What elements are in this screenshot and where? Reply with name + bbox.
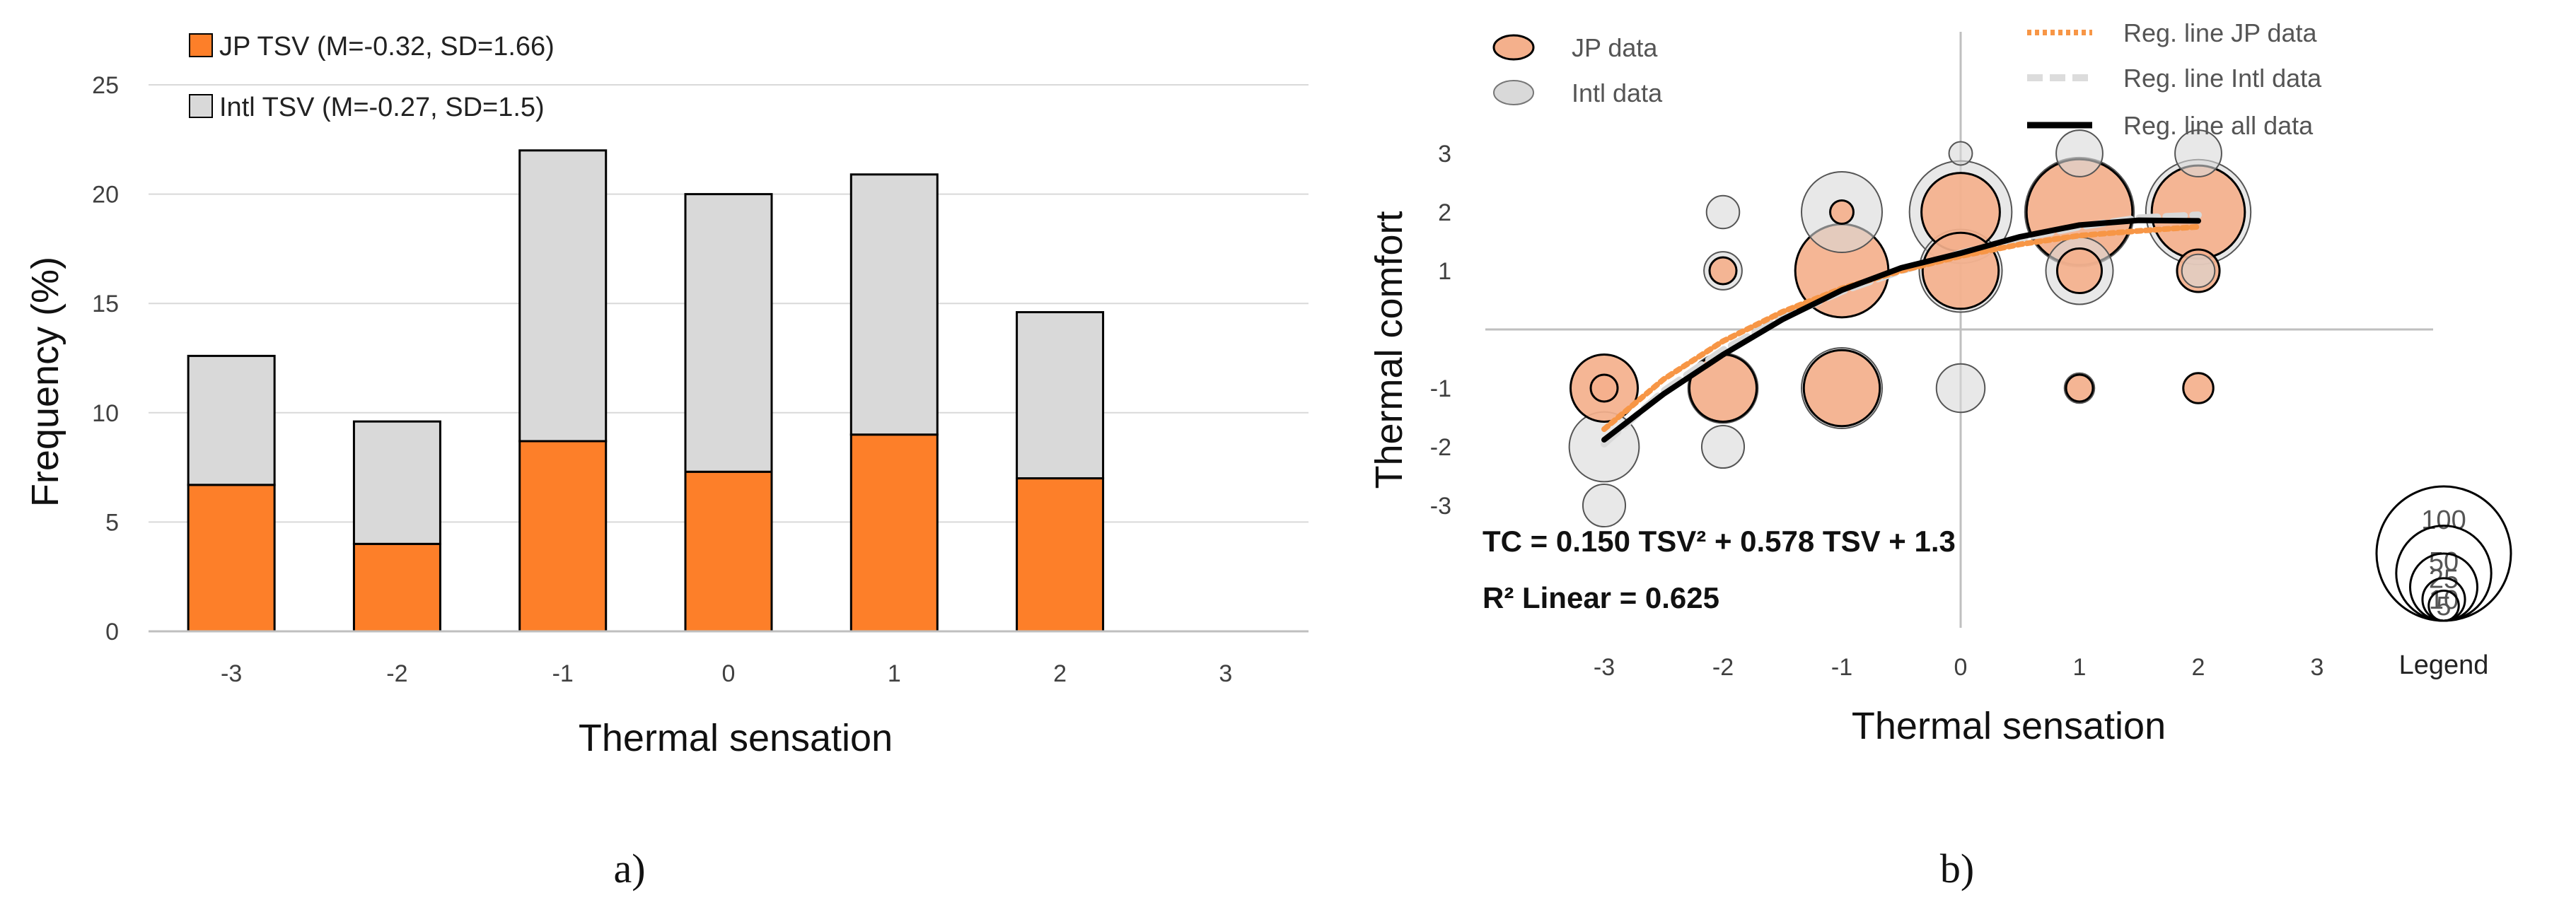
a-bar-jp [518,440,608,633]
b-size-legend-value: 50 [2429,547,2459,577]
b-legend-marker-intl [1493,80,1534,105]
b-y-tick-labels: -3 -2 -1 1 2 3 [1430,141,1451,520]
b-size-legend-title: Legend [2399,650,2489,680]
b-size-legend-circle [2427,590,2460,622]
b-regression-equation: TC = 0.150 TSV² + 0.578 TSV + 1.3 [1483,525,1956,558]
b-legend-marker-jp [1492,34,1535,61]
a-x-axis-label: Thermal sensation [579,717,893,759]
a-bar-intl [849,173,939,436]
b-bubble-intl [1935,363,1986,414]
b-x-tick-label: -2 [1712,654,1734,681]
b-bubble-intl [2174,129,2222,177]
b-y-axis-label: Thermal comfort [1368,211,1410,489]
a-y-tick-label: 25 [92,72,119,99]
b-y-tick-label: 3 [1438,141,1451,168]
b-bubble-jp [2055,247,2104,295]
a-bar-intl [352,420,441,545]
b-panel-label: b) [1940,846,1974,891]
a-bar-intl [187,354,276,486]
b-x-tick-label: 0 [1954,654,1968,681]
b-y-tick-label: 1 [1438,258,1451,285]
b-bubble-jp [1589,373,1619,403]
b-regression-line-solid [1601,217,2201,443]
b-bubble-intl [2181,253,2216,288]
a-panel-label: a) [613,846,645,891]
a-x-tick-label: 2 [1053,660,1067,687]
a-bar-jp [849,433,939,633]
b-bubble-jp [2065,373,2094,403]
b-bubble-jp [2182,372,2215,404]
a-legend-swatch-intl [189,94,213,118]
a-bars [187,149,1105,633]
b-bubble-jp [1802,349,1881,428]
a-y-tick-label: 5 [105,509,119,536]
b-y-tick-label: -1 [1430,375,1451,402]
b-y-tick-label: -2 [1430,434,1451,461]
a-y-tick-label: 15 [92,291,119,317]
b-bubble-jp [1829,199,1855,225]
a-y-tick-label: 20 [92,182,119,209]
a-bar-jp [684,470,773,633]
b-x-tick-labels: -3 -2 -1 0 1 2 3 [1594,654,2324,681]
b-x-tick-label: 3 [2311,654,2324,681]
b-bubble-intl [1582,483,1627,528]
a-legend-label-jp: JP TSV (M=-0.32, SD=1.66) [219,32,555,62]
b-bubble-intl [2055,129,2104,177]
b-legend-label-intl: Intl data [1572,78,1663,107]
a-x-tick-label: -1 [552,660,574,687]
b-size-legend-value: 5 [2436,592,2451,621]
a-x-tick-label: 3 [1219,660,1232,687]
b-legend-reg-all: Reg. line all data [2123,111,2314,140]
b-x-tick-label: -3 [1594,654,1615,681]
b-r-squared: R² Linear = 0.625 [1483,581,1719,614]
a-x-tick-label: -2 [386,660,407,687]
b-bubble-intl [1700,424,1746,469]
a-x-tick-label: 1 [888,660,901,687]
a-x-tick-labels: -3 -2 -1 0 1 2 3 [221,660,1232,687]
b-bubble-intl [1948,141,1973,166]
b-size-legend-value: 25 [2429,565,2459,595]
a-y-tick-labels: 0 5 10 15 20 25 [92,72,119,645]
b-x-axis-label: Thermal sensation [1852,705,2166,747]
a-bar-intl [684,193,773,473]
a-x-tick-label: -3 [221,660,242,687]
a-bar-jp [352,542,441,633]
a-y-tick-label: 10 [92,400,119,427]
a-y-tick-label: 0 [105,619,119,645]
b-bubble-jp [1708,256,1738,286]
b-y-tick-label: -3 [1430,493,1451,520]
b-regression-lines [1601,211,2202,448]
a-legend-swatch-jp [189,33,213,57]
a-bar-jp [187,484,276,633]
b-y-tick-label: 2 [1438,199,1451,226]
a-bar-jp [1016,477,1105,633]
a-legend-label-intl: Intl TSV (M=-0.27, SD=1.5) [219,93,545,122]
b-x-tick-label: -1 [1831,654,1852,681]
b-bubble-intl [1705,194,1741,230]
b-bubbles [1568,129,2252,528]
b-legend-reg-jp: Reg. line JP data [2123,18,2317,47]
b-legend-label-jp: JP data [1572,33,1658,62]
a-y-axis-label: Frequency (%) [24,257,66,507]
b-size-legend-value: 100 [2421,505,2466,535]
b-x-tick-label: 2 [2192,654,2205,681]
a-bar-intl [518,149,608,443]
b-x-tick-label: 1 [2073,654,2087,681]
a-x-tick-label: 0 [722,660,736,687]
b-legend-reg-intl: Reg. line Intl data [2123,64,2322,93]
a-bar-intl [1016,311,1105,480]
panel-b-bubble-chart: -3 -2 -1 1 2 3 -3 -2 -1 0 1 2 3 Thermal sensation T… [1368,18,2512,891]
